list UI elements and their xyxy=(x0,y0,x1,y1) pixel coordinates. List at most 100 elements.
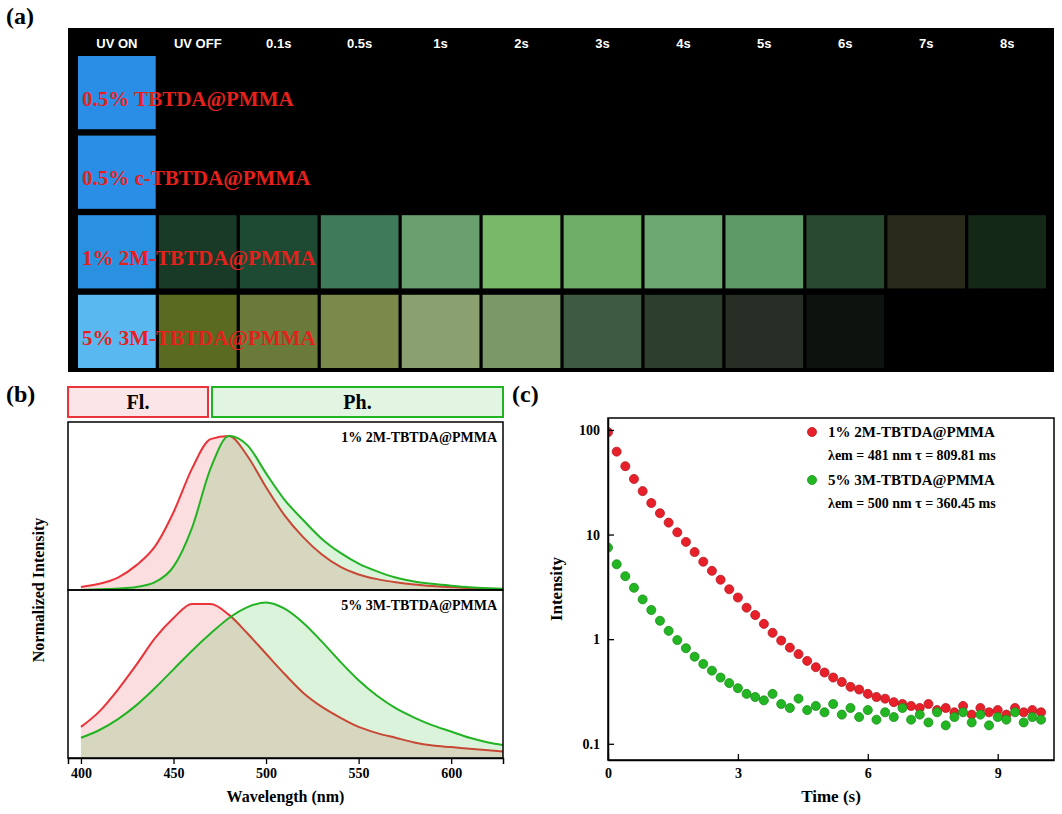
column-header: 2s xyxy=(514,36,528,51)
data-point xyxy=(664,626,673,635)
column-header: UV ON xyxy=(96,36,137,51)
plot-frame xyxy=(68,590,503,758)
tick: 500 xyxy=(256,758,277,781)
data-point xyxy=(915,710,924,719)
data-point xyxy=(759,696,768,705)
photo-cell xyxy=(806,215,884,288)
tick-mark xyxy=(868,754,869,760)
tick-mark xyxy=(608,430,614,431)
legend-annotation: λem = 481 nm τ = 809.81 ms xyxy=(828,448,996,463)
panel-background xyxy=(68,28,1054,372)
data-point xyxy=(889,713,898,722)
tick-label: 0 xyxy=(605,766,612,781)
data-point xyxy=(967,718,976,727)
plot-area xyxy=(81,602,503,758)
data-point xyxy=(655,616,664,625)
tick-mark xyxy=(173,758,174,764)
column-header: 7s xyxy=(919,36,933,51)
data-point xyxy=(664,518,673,527)
data-point xyxy=(811,701,820,710)
data-point xyxy=(959,708,968,717)
data-point xyxy=(716,575,725,584)
data-point xyxy=(707,566,716,575)
data-point xyxy=(855,713,864,722)
photo-cell xyxy=(321,295,399,368)
data-point xyxy=(621,572,630,581)
legend-marker xyxy=(807,427,816,436)
data-point xyxy=(742,689,751,698)
data-point xyxy=(820,668,829,677)
photo-cell xyxy=(887,215,965,288)
data-point xyxy=(803,656,812,665)
panel-b: Fl.Ph.1% 2M-TBTDA@PMMA5% 3M-TBTDA@PMMA40… xyxy=(30,387,507,806)
panel-c: 03690.1110100Time (s)Intensity1% 2M-TBTD… xyxy=(547,418,1055,806)
data-point xyxy=(872,692,881,701)
axis-line xyxy=(69,759,504,765)
data-point xyxy=(647,499,656,508)
data-point xyxy=(811,663,820,672)
data-point xyxy=(889,698,898,707)
annotation: 5% 3M-TBTDA@PMMA xyxy=(341,598,498,613)
tick-mark xyxy=(451,758,452,764)
data-point xyxy=(837,710,846,719)
data-point xyxy=(846,703,855,712)
photo-cell xyxy=(725,215,803,288)
column-header: 0.1s xyxy=(266,36,291,51)
data-point xyxy=(768,689,777,698)
tick-mark xyxy=(998,754,999,760)
data-point xyxy=(621,462,630,471)
x-axis: 0369 xyxy=(605,754,1055,781)
column-header: 6s xyxy=(838,36,852,51)
legend-label: 1% 2M-TBTDA@PMMA xyxy=(828,424,995,440)
column-header: 8s xyxy=(1000,36,1014,51)
tick-label: 550 xyxy=(349,766,370,781)
tick-label: 400 xyxy=(71,766,92,781)
data-point xyxy=(1019,708,1028,717)
row-label: 1% 2M-TBTDA@PMMA xyxy=(82,246,316,270)
data-point xyxy=(976,710,985,719)
y-axis-title: Normalized Intensity xyxy=(30,518,48,662)
data-point xyxy=(673,528,682,537)
tick: 550 xyxy=(349,758,370,781)
data-point xyxy=(1036,715,1045,724)
data-point xyxy=(725,585,734,594)
axis-line xyxy=(609,760,1055,762)
photo-cell xyxy=(564,215,642,288)
tick-mark xyxy=(738,754,739,760)
cells xyxy=(78,56,1046,368)
data-point xyxy=(612,447,621,456)
series xyxy=(608,428,1046,719)
data-point xyxy=(985,708,994,717)
legend-marker xyxy=(807,475,816,484)
legend-item: Fl. xyxy=(68,387,208,417)
tick-label: 6 xyxy=(865,766,872,781)
x-axis-title: Time (s) xyxy=(801,787,861,806)
tick: 9 xyxy=(995,754,1002,781)
data-point xyxy=(777,636,786,645)
data-point xyxy=(924,700,933,709)
row-label: 0.5% TBTDA@PMMA xyxy=(82,87,294,111)
column-header: 4s xyxy=(676,36,690,51)
tick-label: 0.1 xyxy=(583,737,601,752)
photo-cell xyxy=(725,295,803,368)
legend-label: Fl. xyxy=(127,391,150,413)
spectrum-area xyxy=(81,436,503,590)
legend-item: Ph. xyxy=(212,387,503,417)
data-point xyxy=(794,694,803,703)
tick: 6 xyxy=(865,754,872,781)
data-point xyxy=(950,713,959,722)
x-axis-title: Wavelength (nm) xyxy=(227,788,345,806)
plot-area xyxy=(608,428,1046,730)
data-point xyxy=(733,684,742,693)
data-point xyxy=(1028,713,1037,722)
data-point xyxy=(933,708,942,717)
tick-label: 10 xyxy=(586,528,600,543)
data-point xyxy=(872,715,881,724)
photo-cell xyxy=(968,215,1046,288)
data-point xyxy=(1011,708,1020,717)
tick-label: 600 xyxy=(441,766,462,781)
photo-cell xyxy=(806,295,884,368)
plot-frame xyxy=(68,422,503,590)
tick-mark xyxy=(608,744,614,745)
data-point xyxy=(881,694,890,703)
